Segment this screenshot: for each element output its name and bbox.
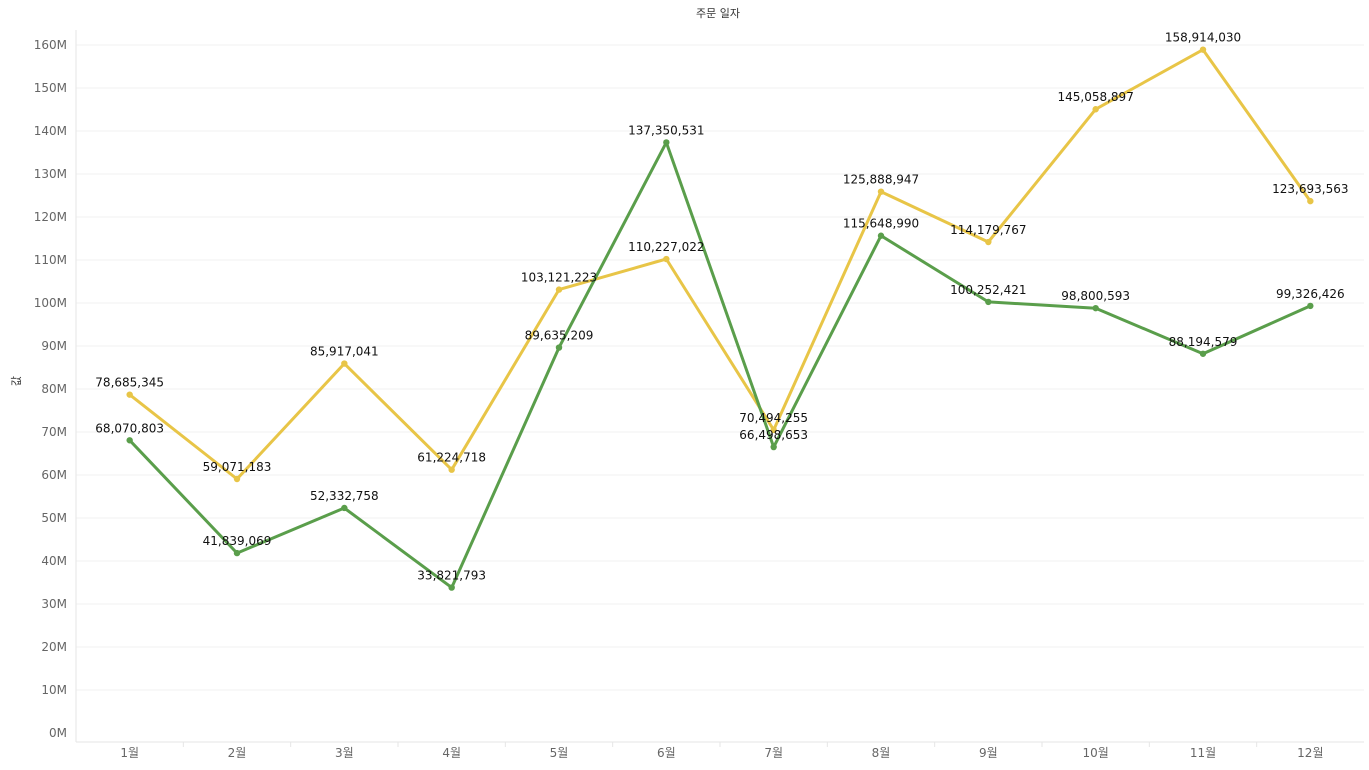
data-point — [233, 549, 241, 557]
y-tick-label: 160M — [34, 38, 67, 52]
x-tick-label: 11월 — [1190, 746, 1216, 760]
x-tick-label: 6월 — [657, 746, 676, 760]
data-point — [1199, 46, 1207, 53]
data-label: 125,888,947 — [843, 173, 919, 187]
y-tick-label: 80M — [41, 382, 67, 396]
data-point — [1199, 350, 1207, 357]
data-label: 70,494,255 — [739, 411, 808, 425]
x-tick-label: 8월 — [872, 746, 891, 760]
y-tick-label: 150M — [34, 81, 67, 95]
x-tick-label: 10월 — [1083, 746, 1109, 760]
data-point — [663, 255, 670, 263]
y-tick-label: 10M — [41, 683, 67, 697]
data-label: 123,693,563 — [1272, 182, 1348, 196]
x-tick-label: 5월 — [550, 746, 569, 760]
data-point — [448, 466, 455, 473]
data-point — [555, 344, 563, 351]
data-label: 99,326,426 — [1276, 287, 1345, 301]
y-tick-label: 110M — [34, 253, 67, 267]
data-point — [877, 188, 885, 195]
x-tick-label: 4월 — [442, 746, 461, 760]
y-tick-label: 130M — [34, 167, 67, 181]
data-point — [555, 286, 563, 293]
y-tick-label: 0M — [49, 726, 67, 740]
y-tick-label: 90M — [41, 339, 67, 353]
y-tick-label: 140M — [34, 124, 67, 138]
data-label: 158,914,030 — [1165, 31, 1241, 45]
x-tick-label: 12월 — [1297, 746, 1323, 760]
data-label: 145,058,897 — [1057, 90, 1133, 104]
data-point — [1307, 197, 1314, 205]
data-point — [663, 139, 670, 146]
y-tick-label: 40M — [41, 554, 67, 568]
data-point — [770, 426, 777, 434]
data-point — [1092, 304, 1099, 312]
data-label: 137,350,531 — [628, 123, 704, 137]
data-label: 88,194,579 — [1169, 335, 1238, 349]
data-point — [126, 391, 133, 398]
data-label: 85,917,041 — [310, 345, 379, 359]
data-label: 115,648,990 — [843, 217, 919, 231]
data-point — [341, 504, 348, 512]
data-label: 66,498,653 — [739, 428, 808, 442]
data-point — [341, 360, 348, 367]
x-tick-label: 9월 — [979, 746, 998, 760]
series-line-2 — [128, 140, 1312, 590]
data-point — [233, 475, 241, 483]
data-point — [448, 584, 455, 591]
data-point — [1307, 302, 1314, 310]
data-label: 59,071,183 — [203, 460, 272, 474]
data-point — [1092, 106, 1099, 113]
data-label: 78,685,345 — [95, 376, 164, 390]
x-axis: 1월 2월 3월 4월 5월 6월 7월 8월 9월 10월 11월 12월 — [120, 742, 1323, 760]
data-label: 100,252,421 — [950, 283, 1026, 297]
y-tick-label: 30M — [41, 597, 67, 611]
x-tick-label: 3월 — [335, 746, 354, 760]
data-label: 68,070,803 — [95, 421, 164, 435]
data-label: 52,332,758 — [310, 489, 379, 503]
data-label-layer: 78,685,345 59,071,183 85,917,041 61,224,718… — [95, 31, 1348, 583]
data-point — [770, 443, 777, 451]
series-line-1 — [128, 48, 1312, 481]
y-tick-label: 70M — [41, 425, 67, 439]
data-point — [877, 232, 885, 239]
data-point — [985, 238, 992, 246]
data-label: 103,121,223 — [521, 271, 597, 285]
data-label: 33,821,793 — [417, 569, 486, 583]
y-tick-label: 50M — [41, 511, 67, 525]
series-layer — [126, 46, 1314, 591]
x-tick-label: 7월 — [764, 746, 783, 760]
y-tick-label: 120M — [34, 210, 67, 224]
data-point — [985, 298, 992, 306]
y-tick-label: 20M — [41, 640, 67, 654]
x-tick-label: 1월 — [120, 746, 139, 760]
y-tick-label: 60M — [41, 468, 67, 482]
chart-title: 주문 일자 — [696, 6, 740, 20]
data-point — [126, 437, 133, 444]
data-label: 98,800,593 — [1061, 289, 1130, 303]
data-label: 89,635,209 — [525, 329, 594, 343]
data-label: 110,227,022 — [628, 240, 704, 254]
y-axis-title: 값 — [10, 376, 23, 386]
data-label: 41,839,069 — [203, 534, 272, 548]
grid-layer — [75, 30, 1364, 743]
y-tick-label: 100M — [34, 296, 67, 310]
data-label: 114,179,767 — [950, 223, 1026, 237]
data-label: 61,224,718 — [417, 451, 486, 465]
x-tick-label: 2월 — [228, 746, 247, 760]
y-axis: 0M 10M 20M 30M 40M 50M 60M 70M 80M 90M 100M 110M 120… — [34, 38, 67, 740]
